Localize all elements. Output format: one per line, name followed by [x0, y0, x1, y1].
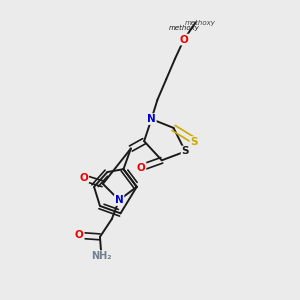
Text: NH₂: NH₂	[91, 251, 112, 261]
Text: N: N	[147, 114, 156, 124]
Text: O: O	[75, 230, 84, 240]
Text: S: S	[190, 137, 198, 147]
Text: methoxy: methoxy	[184, 20, 215, 26]
Text: N: N	[115, 195, 124, 205]
Text: O: O	[137, 163, 146, 173]
Text: O: O	[80, 173, 88, 183]
Text: methoxy: methoxy	[169, 25, 200, 32]
Text: O: O	[179, 34, 188, 45]
Text: S: S	[182, 146, 189, 157]
